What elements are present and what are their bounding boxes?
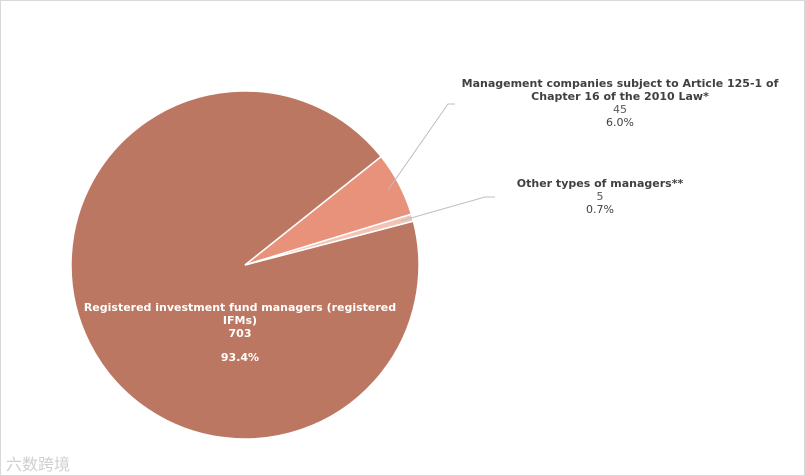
leader-line-management-companies (387, 103, 455, 190)
slice-label-percent: 0.7% (586, 203, 614, 216)
watermark-logo: 六数跨境 (6, 455, 71, 474)
slice-label-name: Management companies subject to Article … (461, 77, 779, 103)
slice-label-name: Other types of managers** (516, 177, 684, 190)
slice-label-count: 5 (596, 190, 604, 203)
slice-label-registered-ifms: Registered investment fund managers (reg… (80, 301, 400, 364)
slice-label-other-managers: Other types of managers** 5 0.7% (495, 177, 705, 216)
slice-label-count: 703 (228, 327, 252, 340)
slice-label-count: 45 (613, 103, 627, 116)
slice-label-percent: 6.0% (606, 116, 634, 129)
slice-label-percent: 93.4% (220, 351, 260, 364)
slice-label-management-companies: Management companies subject to Article … (455, 77, 785, 129)
leader-line-other-managers (400, 196, 495, 222)
slice-label-name: Registered investment fund managers (reg… (83, 301, 397, 327)
